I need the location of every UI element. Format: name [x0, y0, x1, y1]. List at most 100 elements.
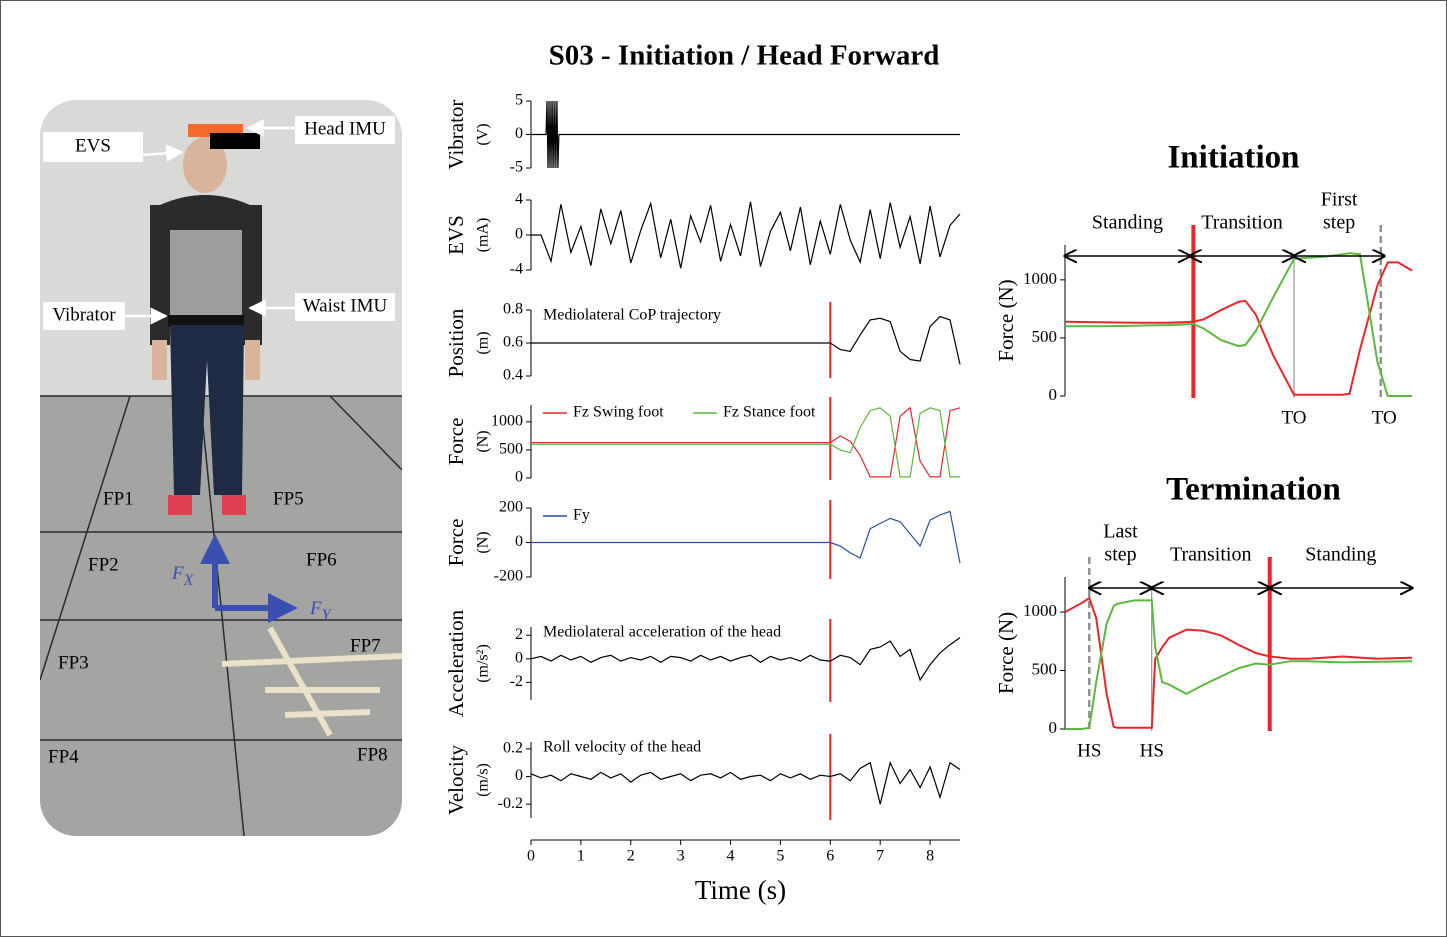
series-line — [530, 637, 961, 682]
series-line — [531, 406, 961, 478]
y-axis-label: Force — [444, 418, 468, 466]
y-tick-label: -4 — [510, 261, 523, 278]
series-line — [531, 510, 961, 564]
y-axis-label: (N) — [475, 531, 492, 553]
y-tick-label: 4 — [515, 191, 523, 208]
phase-label: Transition — [1170, 544, 1252, 566]
phase-label: Transition — [1201, 212, 1283, 234]
plate-label: FP6 — [306, 549, 337, 570]
y-axis-label: (mA) — [475, 218, 492, 253]
legend-label: Fz Stance foot — [723, 404, 816, 421]
y-tick-label: 0.4 — [503, 367, 523, 384]
y-tick-label: 0 — [515, 649, 523, 666]
annotation: Mediolateral acceleration of the head — [543, 624, 781, 641]
phase-label: Standing — [1092, 212, 1163, 234]
photo-label: EVS — [75, 135, 111, 156]
y-tick-label: 0.8 — [503, 301, 523, 318]
chart-title: Initiation — [1167, 140, 1299, 176]
plate-label: FP2 — [88, 554, 119, 575]
y-tick-label: -2 — [510, 673, 523, 690]
event-label: TO — [1372, 407, 1397, 428]
y-axis-label: (m/s) — [475, 763, 492, 797]
series-line — [531, 201, 961, 269]
y-tick-label: 1000 — [491, 413, 523, 430]
y-axis-label: (m) — [475, 331, 492, 354]
y-tick-label: 0 — [515, 469, 523, 486]
x-tick-label: 1 — [577, 848, 585, 865]
y-tick-label: 0 — [515, 226, 523, 243]
series-line — [531, 100, 960, 169]
y-tick-label: 0.2 — [503, 740, 523, 757]
series-line — [531, 315, 961, 365]
phase-label: First — [1321, 189, 1358, 211]
phase-label: step — [1323, 212, 1355, 234]
force-label: FX — [171, 563, 195, 588]
x-tick-label: 8 — [926, 848, 934, 865]
y-tick-label: -200 — [494, 568, 523, 585]
y-tick-label: 200 — [499, 499, 523, 516]
y-tick-label: 0 — [515, 767, 523, 784]
figure-title: S03 - Initiation / Head Forward — [549, 40, 940, 72]
y-tick-label: 5 — [515, 92, 523, 109]
photo-label: Head IMU — [304, 118, 386, 139]
series-line — [1064, 596, 1413, 729]
plate-label: FP4 — [48, 746, 79, 767]
phase-label: Last — [1103, 521, 1138, 543]
force-label: FY — [309, 598, 333, 623]
y-tick-label: 1000 — [1023, 601, 1057, 620]
legend-label: Fy — [573, 507, 590, 524]
y-axis-label: Force — [444, 519, 468, 567]
y-tick-label: -0.2 — [498, 795, 523, 812]
event-label: HS — [1140, 740, 1164, 761]
plate-label: FP5 — [273, 488, 304, 509]
photo — [40, 100, 402, 836]
x-tick-label: 3 — [677, 848, 685, 865]
y-axis-label: (N) — [475, 430, 492, 452]
y-tick-label: 2 — [515, 626, 523, 643]
y-axis-label: (V) — [475, 123, 492, 145]
y-tick-label: 0 — [1049, 718, 1058, 737]
photo-label: Vibrator — [52, 304, 116, 325]
x-tick-label: 0 — [527, 848, 535, 865]
x-tick-label: 6 — [826, 848, 834, 865]
plate-label: FP7 — [350, 635, 381, 656]
y-tick-label: 0 — [515, 533, 523, 550]
event-label: HS — [1077, 740, 1101, 761]
x-tick-label: 7 — [876, 848, 884, 865]
y-tick-label: -5 — [510, 159, 523, 176]
plate-label: FP1 — [103, 488, 134, 509]
series-line — [1065, 599, 1413, 730]
annotation: Mediolateral CoP trajectory — [543, 307, 721, 324]
y-tick-label: 0 — [515, 125, 523, 142]
y-axis-label: Velocity — [444, 745, 468, 815]
series-line — [531, 407, 960, 478]
y-axis-label: Position — [444, 308, 468, 377]
y-tick-label: 500 — [1032, 659, 1058, 678]
photo-label: Waist IMU — [303, 295, 388, 316]
series-line — [1064, 261, 1413, 396]
x-axis-label: Time (s) — [695, 875, 786, 905]
y-axis-label: Force (N) — [994, 279, 1018, 361]
y-axis-label: Force (N) — [994, 612, 1018, 694]
y-tick-label: 500 — [499, 441, 523, 458]
y-tick-label: 0.6 — [503, 334, 523, 351]
legend-label: Fz Swing foot — [573, 404, 664, 421]
phase-label: step — [1104, 544, 1136, 566]
y-tick-label: 0 — [1049, 385, 1058, 404]
x-tick-label: 4 — [727, 848, 735, 865]
phase-label: Standing — [1305, 544, 1376, 566]
x-tick-label: 5 — [776, 848, 784, 865]
event-label: TO — [1282, 407, 1307, 428]
plate-label: FP3 — [58, 652, 89, 673]
series-line — [1065, 252, 1412, 397]
y-axis-label: EVS — [444, 215, 468, 255]
series-line — [530, 760, 961, 805]
annotation: Roll velocity of the head — [543, 739, 701, 756]
y-axis-label: (m/s²) — [475, 644, 492, 683]
y-tick-label: 1000 — [1023, 269, 1057, 288]
x-tick-label: 2 — [627, 848, 635, 865]
y-axis-label: Vibrator — [444, 100, 468, 170]
plate-label: FP8 — [357, 744, 388, 765]
chart-title: Termination — [1166, 472, 1341, 508]
